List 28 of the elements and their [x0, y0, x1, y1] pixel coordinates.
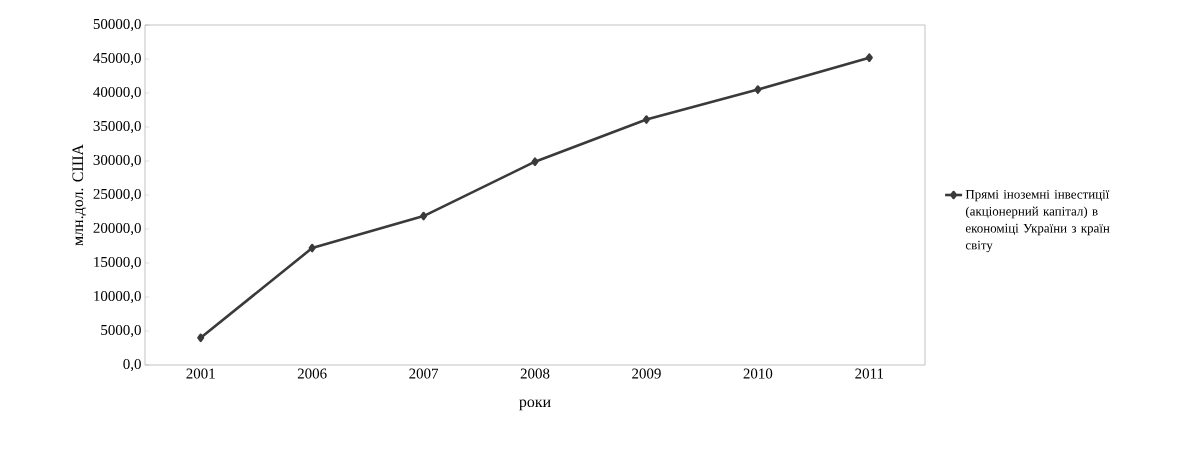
y-tick-label: 15000,0	[94, 256, 141, 270]
y-tick-label: 50000,0	[93, 18, 141, 32]
point	[754, 85, 762, 94]
x-tick-label: 2011	[855, 368, 884, 379]
x-tick-label: 2001	[186, 368, 215, 379]
point	[531, 157, 539, 166]
x-tick-label: 2007	[409, 368, 439, 379]
y-tick-label: 30000,0	[93, 154, 141, 168]
x-tick-label: 2009	[632, 368, 661, 379]
y-axis-title: млн.дол. США	[72, 144, 87, 246]
point	[642, 115, 650, 124]
x-tick-label: 2010	[743, 368, 773, 379]
x-tick-label: 2008	[520, 368, 550, 379]
y-tick-label: 20000,0	[93, 222, 141, 236]
x-axis-title: роки	[519, 399, 551, 411]
legend-label: Прямі іноземні інвестиції (акціонерний капітал) в економіці України з країн світу	[965, 189, 1110, 253]
y-tick-label: 45000,0	[93, 52, 141, 66]
point	[308, 243, 316, 253]
y-tick-label: 5000,0	[101, 324, 141, 338]
y-tick-label: 35000,0	[93, 120, 141, 134]
y-tick-label: 0,0	[123, 358, 141, 372]
point	[197, 333, 205, 343]
point	[865, 53, 873, 62]
y-tick-label: 25000,0	[93, 188, 141, 202]
x-tick-label: 2006	[297, 368, 327, 379]
y-tick-label: 40000,0	[93, 86, 141, 100]
y-tick-label: 10000,0	[94, 290, 141, 304]
point	[420, 211, 428, 221]
